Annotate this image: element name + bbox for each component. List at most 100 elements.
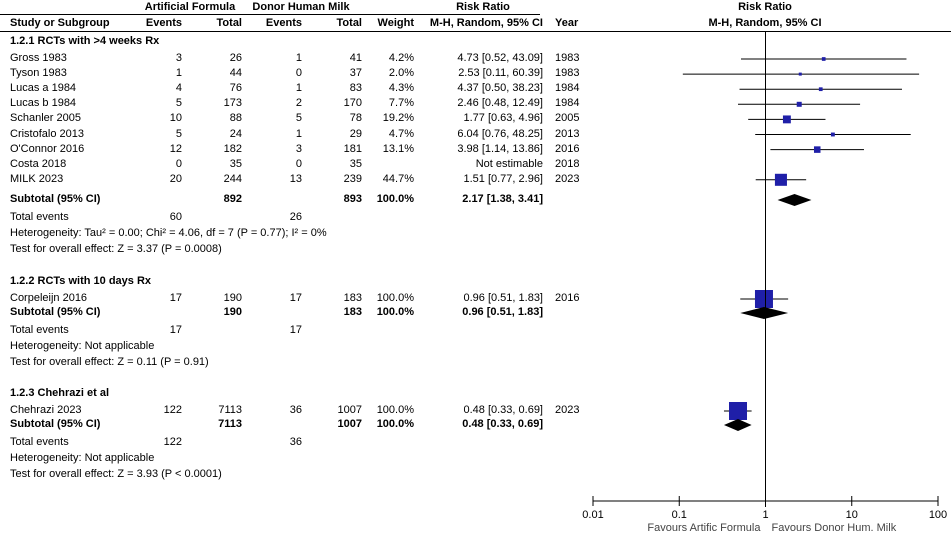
total1-cell: 7113 [218, 404, 242, 416]
total1-cell: 44 [229, 67, 242, 80]
study-name: Lucas a 1984 [10, 82, 77, 95]
events2-cell: 3 [295, 142, 302, 155]
events2-cell: 0 [295, 67, 302, 80]
events2-cell: 13 [289, 172, 302, 185]
effect-square [821, 57, 826, 61]
x-tick-label: 100 [929, 509, 947, 521]
study-name: Lucas b 1984 [10, 97, 77, 110]
events1-cell: 3 [175, 52, 182, 64]
events1-cell: 1 [175, 67, 182, 80]
x-tick-label: 1 [762, 509, 768, 521]
events2-cell: 36 [289, 404, 302, 416]
total-events1: 17 [169, 324, 182, 336]
events1-cell: 0 [175, 157, 182, 170]
total-events1: 60 [169, 211, 182, 223]
total1-column-header: Total [216, 17, 242, 29]
subtotal-total2: 893 [343, 193, 362, 205]
weight-cell: 100.0% [376, 404, 414, 416]
study-name: Schanler 2005 [10, 112, 81, 125]
year-cell: 1983 [555, 67, 580, 80]
subtotal-diamond [777, 194, 812, 206]
effect-square [796, 101, 802, 107]
x-tick-label: 10 [846, 509, 858, 521]
weight-cell: 100.0% [376, 292, 414, 304]
study-name: Chehrazi 2023 [10, 404, 82, 416]
total-events-label: Total events [10, 324, 69, 336]
study-column-header: Study or Subgroup [10, 17, 110, 29]
subtotal-weight: 100.0% [376, 418, 414, 430]
weight-cell: 19.2% [382, 112, 414, 125]
total2-cell: 37 [349, 67, 362, 80]
events1-cell: 122 [163, 404, 182, 416]
total2-cell: 239 [343, 172, 362, 185]
events1-cell: 17 [169, 292, 182, 304]
weight-cell: 2.0% [388, 67, 414, 80]
subgroup-title: 1.2.3 Chehrazi et al [10, 387, 110, 399]
events2-cell: 0 [295, 157, 302, 170]
total1-cell: 24 [229, 127, 242, 140]
effect-square [818, 87, 823, 92]
events1-cell: 12 [169, 142, 182, 155]
total-events2: 36 [289, 436, 302, 448]
events2-cell: 2 [295, 97, 302, 110]
ci-cell: 0.96 [0.51, 1.83] [463, 292, 543, 304]
ci-cell: 1.51 [0.77, 2.96] [463, 172, 543, 185]
heterogeneity-text: Heterogeneity: Not applicable [10, 340, 155, 352]
x-tick-label: 0.1 [672, 509, 687, 521]
total2-cell: 170 [343, 97, 362, 110]
study-name: Cristofalo 2013 [10, 127, 84, 140]
events1-cell: 20 [169, 172, 182, 185]
header-top-rule [0, 14, 540, 15]
ci-cell: 4.73 [0.52, 43.09] [457, 52, 543, 64]
total-events2: 17 [289, 324, 302, 336]
weight-cell: 7.7% [388, 97, 414, 110]
year-cell: 1984 [555, 97, 580, 110]
subtotal-diamond [740, 307, 789, 319]
events2-cell: 1 [295, 127, 302, 140]
subtotal-total2: 183 [343, 306, 362, 318]
year-column-header: Year [555, 17, 579, 29]
year-cell: 2016 [555, 292, 580, 304]
subtotal-total1: 7113 [218, 418, 242, 430]
total1-cell: 244 [223, 172, 242, 185]
subtotal-ci: 0.48 [0.33, 0.69] [462, 418, 543, 430]
subtotal-total1: 892 [223, 193, 242, 205]
events1-column-header: Events [145, 17, 182, 29]
total2-cell: 41 [349, 52, 362, 64]
effect-square [798, 72, 802, 76]
ci-cell: Not estimable [475, 157, 543, 170]
ci-cell: 2.46 [0.48, 12.49] [457, 97, 543, 110]
weight-column-header: Weight [377, 17, 414, 29]
heterogeneity-text: Heterogeneity: Not applicable [10, 452, 155, 464]
total-events2: 26 [289, 211, 302, 223]
subtotal-ci: 2.17 [1.38, 3.41] [462, 193, 543, 205]
heterogeneity-text: Heterogeneity: Tau² = 0.00; Chi² = 4.06,… [10, 227, 327, 239]
total1-cell: 26 [229, 52, 242, 64]
effect-square [830, 132, 835, 137]
subtotal-weight: 100.0% [376, 306, 414, 318]
subgroup-title: 1.2.2 RCTs with 10 days Rx [10, 275, 152, 287]
study-name: Tyson 1983 [10, 67, 67, 80]
study-name: Costa 2018 [10, 157, 67, 170]
study-name: Corpeleijn 2016 [10, 292, 88, 304]
events2-cell: 1 [295, 82, 302, 95]
year-cell: 2013 [555, 127, 580, 140]
total1-cell: 173 [223, 97, 242, 110]
ci-cell: 3.98 [1.14, 13.86] [457, 142, 543, 155]
ci-cell: 1.77 [0.63, 4.96] [463, 112, 543, 125]
events1-cell: 5 [175, 97, 182, 110]
total-events-label: Total events [10, 211, 69, 223]
events2-cell: 5 [295, 112, 302, 125]
weight-cell: 4.7% [388, 127, 414, 140]
study-name: MILK 2023 [10, 172, 64, 185]
subtotal-diamond [723, 419, 752, 431]
year-cell: 2023 [555, 172, 580, 185]
x-tick-label: 0.01 [582, 509, 603, 521]
total1-cell: 190 [223, 292, 242, 304]
subtotal-weight: 100.0% [376, 193, 414, 205]
subtotal-total1: 190 [223, 306, 242, 318]
effect-square [774, 173, 787, 186]
ci-column-header: M-H, Random, 95% CI [429, 17, 543, 29]
total2-column-header: Total [336, 17, 362, 29]
header-rule-left [0, 31, 588, 32]
